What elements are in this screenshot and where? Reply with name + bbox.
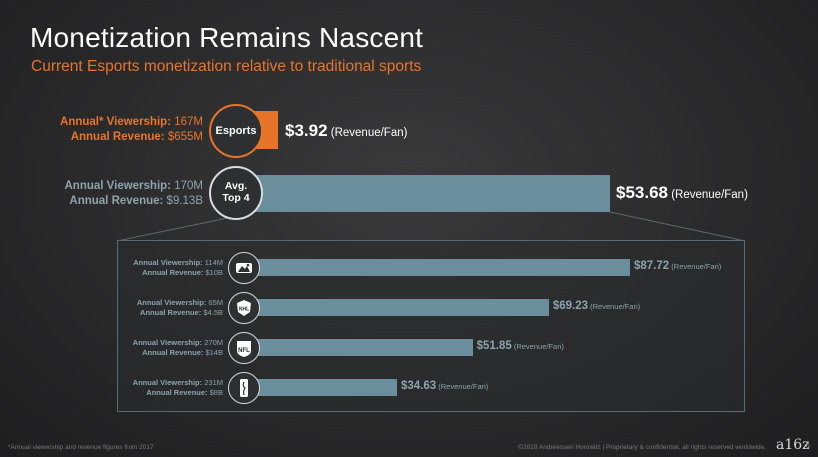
copyright: ©2019 Andreessen Horowitz | Proprietary … <box>518 444 766 451</box>
league-stats: Annual Viewership: 114M Annual Revenue: $… <box>105 258 223 278</box>
league-value-number: $69.23 <box>552 300 589 312</box>
top4-value-number: $53.68 <box>616 183 668 202</box>
league-revenue-label: Annual Revenue: <box>142 267 204 277</box>
league-value-number: $34.63 <box>400 380 437 392</box>
league-revenue-value: $8B <box>209 387 223 397</box>
top4-viewership-label: Annual Viewership: <box>64 180 172 192</box>
esports-circle: Esports <box>209 104 263 158</box>
league-bar <box>245 259 630 276</box>
top4-revenue-value: $9.13B <box>166 194 203 207</box>
league-bar <box>245 339 473 356</box>
league-value: $51.85 (Revenue/Fan) <box>477 340 564 352</box>
top4-viewership-value: 170M <box>174 180 203 192</box>
top4-bar <box>238 175 610 212</box>
league-viewership-value: 270M <box>204 338 223 347</box>
esports-viewership-label: Annual* Viewership: <box>60 116 172 128</box>
top4-revenue-label: Annual Revenue: <box>69 194 164 207</box>
esports-value-unit: (Revenue/Fan) <box>330 127 408 139</box>
esports-stats: Annual* Viewership: 167M Annual Revenue:… <box>40 115 203 145</box>
nhl-logo-icon: NHL <box>228 292 260 324</box>
league-revenue-label: Annual Revenue: <box>146 387 208 397</box>
esports-value-number: $3.92 <box>285 121 328 140</box>
league-value-number: $51.85 <box>476 340 512 352</box>
league-revenue-value: $4.5B <box>203 307 223 317</box>
top4-value: $53.68 (Revenue/Fan) <box>616 183 748 203</box>
svg-text:NFL: NFL <box>238 348 250 354</box>
league-value: $69.23 (Revenue/Fan) <box>553 300 640 312</box>
league-viewership-label: Annual Viewership: <box>133 258 203 267</box>
league-value: $34.63 (Revenue/Fan) <box>401 380 488 392</box>
league-value-unit: (Revenue/Fan) <box>438 382 489 391</box>
connector-left <box>116 215 238 242</box>
esports-circle-label: Esports <box>215 125 257 137</box>
league-value-unit: (Revenue/Fan) <box>590 302 641 311</box>
league-revenue-value: $14B <box>205 347 223 357</box>
slide-title: Monetization Remains Nascent <box>30 22 424 53</box>
league-stats: Annual Viewership: 270M Annual Revenue: $… <box>105 338 223 358</box>
league-viewership-label: Annual Viewership: <box>136 298 207 307</box>
league-bar <box>245 299 549 316</box>
slide-subtitle: Current Esports monetization relative to… <box>31 58 422 75</box>
league-viewership-label: Annual Viewership: <box>132 338 203 347</box>
esports-revenue-value: $655M <box>167 130 203 143</box>
esports-viewership-value: 167M <box>174 116 203 128</box>
league-value: $87.72 (Revenue/Fan) <box>634 260 721 272</box>
league-bar <box>245 379 397 396</box>
a16z-logo: a16z <box>776 437 810 453</box>
mlb-logo-icon <box>228 252 260 284</box>
league-viewership-value: 114M <box>204 258 223 267</box>
svg-text:NHL: NHL <box>239 307 249 313</box>
esports-revenue-label: Annual Revenue: <box>70 130 165 143</box>
league-value-unit: (Revenue/Fan) <box>513 342 564 351</box>
league-stats: Annual Viewership: 65M Annual Revenue: $4… <box>105 298 223 318</box>
top4-value-unit: (Revenue/Fan) <box>671 189 748 201</box>
top4-stats: Annual Viewership: 170M Annual Revenue: … <box>40 179 204 209</box>
league-viewership-label: Annual Viewership: <box>132 378 203 387</box>
league-viewership-value: 65M <box>208 298 223 307</box>
page-number: 6 <box>806 443 810 450</box>
nfl-logo-icon: NFL <box>228 332 260 364</box>
connector-right <box>609 211 746 242</box>
league-viewership-value: 231M <box>204 378 223 387</box>
league-stats: Annual Viewership: 231M Annual Revenue: $… <box>105 378 223 398</box>
league-value-number: $87.72 <box>634 260 670 272</box>
league-revenue-label: Annual Revenue: <box>140 307 202 317</box>
top4-circle-label: Avg. Top 4 <box>222 180 250 204</box>
nba-logo-icon <box>228 372 260 404</box>
esports-value: $3.92 (Revenue/Fan) <box>285 121 407 141</box>
league-revenue-value: $10B <box>205 267 223 277</box>
league-revenue-label: Annual Revenue: <box>142 347 204 357</box>
footnote: *Annual viewership and revenue figures f… <box>8 444 154 451</box>
league-value-unit: (Revenue/Fan) <box>671 262 722 271</box>
top4-circle: Avg. Top 4 <box>209 166 263 220</box>
